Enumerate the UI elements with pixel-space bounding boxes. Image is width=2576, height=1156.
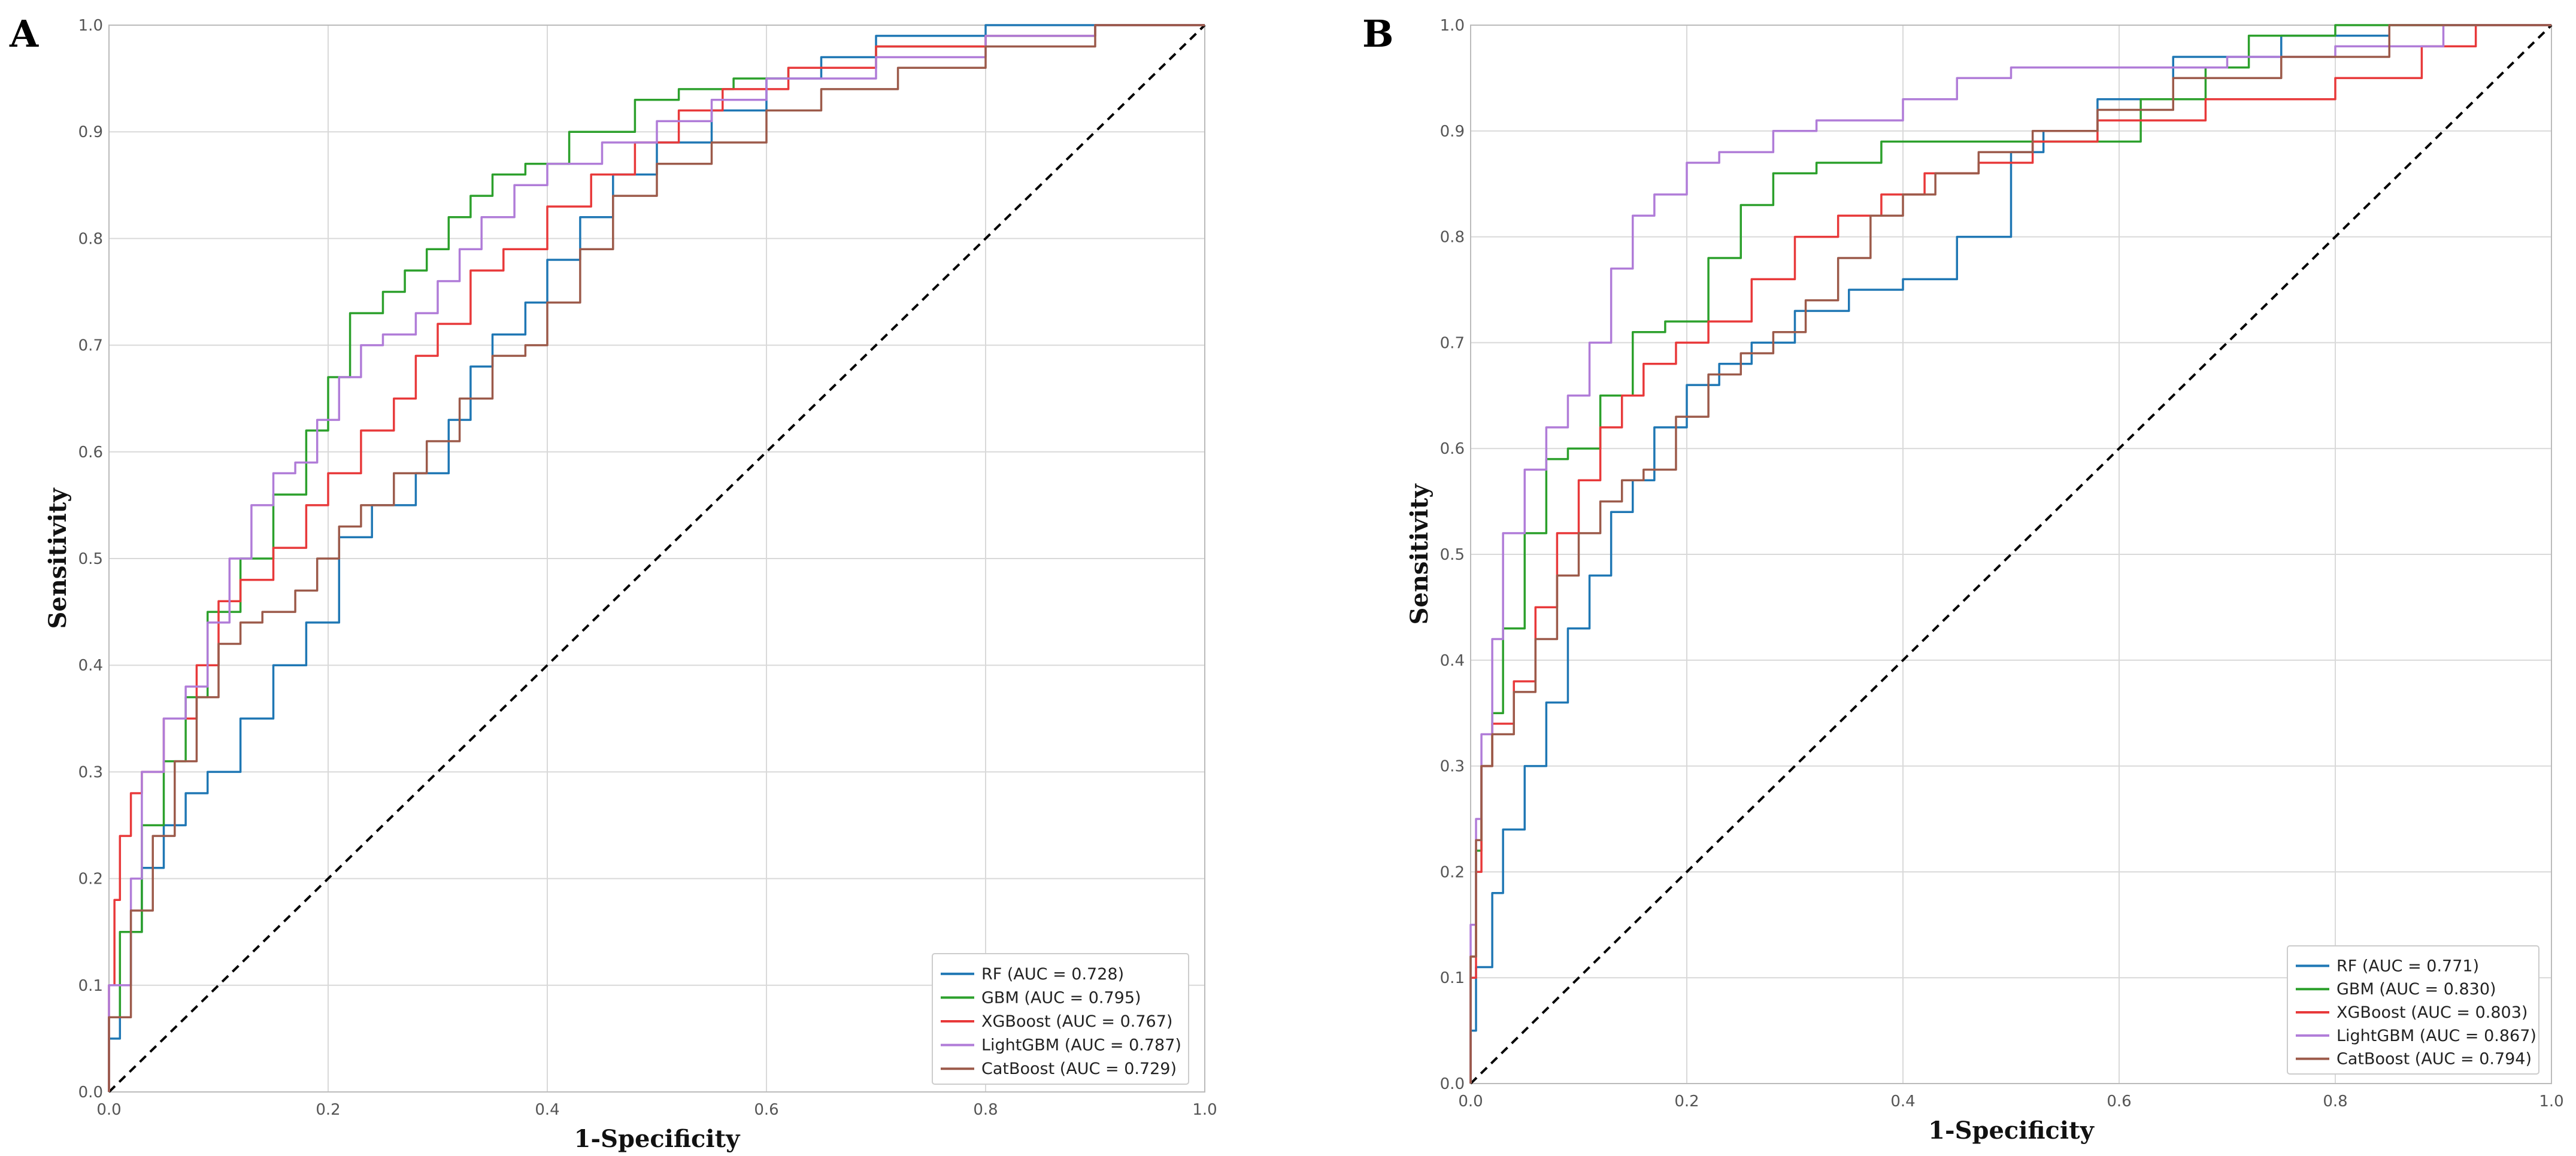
x-tick-label: 0.8: [2323, 1093, 2347, 1111]
legend-entry-label: GBM (AUC = 0.795): [981, 988, 1141, 1007]
legend: RF (AUC = 0.728) GBM (AUC = 0.795) XGBoost…: [932, 953, 1189, 1085]
plot-frame: [1470, 25, 2552, 1084]
roc-curve-lightgbm: [1469, 24, 2551, 1084]
x-tick-label: 0.2: [316, 1101, 340, 1119]
y-tick-label: 0.4: [78, 657, 103, 675]
y-axis-label: Sensitivity: [1405, 483, 1434, 625]
y-tick-label: 0.6: [78, 444, 103, 462]
y-tick-label: 0.0: [78, 1084, 103, 1102]
y-tick-label: 0.8: [1440, 229, 1465, 247]
panel-letter: A: [9, 12, 39, 56]
legend-entry-label: GBM (AUC = 0.830): [2336, 980, 2496, 999]
y-tick-label: 0.4: [1440, 652, 1465, 670]
x-tick-label: 1.0: [2539, 1093, 2563, 1111]
legend: RF (AUC = 0.771) GBM (AUC = 0.830) XGBoost…: [2287, 945, 2539, 1075]
y-tick-label: 0.5: [1440, 546, 1465, 564]
y-tick-label: 0.3: [1440, 758, 1465, 776]
y-tick-label: 1.0: [78, 17, 103, 35]
y-tick-label: 0.0: [1440, 1075, 1465, 1093]
x-tick-label: 0.0: [1458, 1093, 1483, 1111]
y-tick-label: 0.2: [1440, 863, 1465, 881]
x-axis-label: 1-Specificity: [1928, 1116, 2095, 1145]
y-tick-label: 0.7: [78, 337, 103, 355]
chance-diagonal-line: [108, 24, 1206, 1093]
y-tick-label: 0.1: [78, 977, 103, 995]
legend-box: [2287, 945, 2539, 1075]
roc-curve-rf: [108, 24, 1205, 1092]
roc-curve-catboost: [108, 24, 1205, 1092]
x-tick-label: 0.2: [1674, 1093, 1699, 1111]
chance-diagonal-line: [1469, 24, 2553, 1085]
legend-entry-label: XGBoost (AUC = 0.767): [981, 1012, 1172, 1031]
y-tick-label: 0.8: [78, 230, 103, 248]
legend-entry-label: LightGBM (AUC = 0.787): [981, 1036, 1181, 1055]
roc-curve-gbm: [1469, 24, 2551, 1084]
plot-frame: [108, 25, 1205, 1093]
y-axis-label: Sensitivity: [44, 487, 72, 629]
x-tick-label: 0.4: [1890, 1093, 1915, 1111]
legend-entry-label: XGBoost (AUC = 0.803): [2336, 1003, 2527, 1022]
x-tick-label: 0.6: [2107, 1093, 2131, 1111]
y-tick-label: 1.0: [1440, 17, 1465, 35]
y-tick-label: 0.3: [78, 763, 103, 781]
y-tick-label: 0.9: [1440, 123, 1465, 141]
roc-panel-b: 0.0 0.2 0.4 0.6 0.8 1.0 0.0 0.1 0.2 0.3 0.4 0.5 0.6 0…: [1362, 12, 2564, 1145]
legend-entry-label: LightGBM (AUC = 0.867): [2336, 1027, 2536, 1045]
legend-entry-label: CatBoost (AUC = 0.729): [981, 1060, 1177, 1078]
y-tick-label: 0.7: [1440, 334, 1465, 352]
x-tick-label: 0.4: [535, 1101, 559, 1119]
x-tick-label: 0.0: [96, 1101, 121, 1119]
legend-entry-label: CatBoost (AUC = 0.794): [2336, 1050, 2532, 1069]
x-tick-label: 1.0: [1192, 1101, 1217, 1119]
x-axis-label: 1-Specificity: [574, 1125, 741, 1153]
x-tick-label: 0.8: [973, 1101, 998, 1119]
legend-entry-label: RF (AUC = 0.771): [2336, 957, 2479, 975]
panel-letter: B: [1362, 12, 1393, 56]
x-tick-label: 0.6: [754, 1101, 778, 1119]
y-tick-label: 0.9: [78, 123, 103, 141]
y-tick-label: 0.1: [1440, 969, 1465, 987]
legend-box: [932, 953, 1189, 1085]
y-tick-label: 0.5: [78, 550, 103, 568]
y-tick-label: 0.6: [1440, 440, 1465, 458]
roc-curve-catboost: [1469, 24, 2551, 1084]
y-tick-label: 0.2: [78, 870, 103, 888]
legend-entry-label: RF (AUC = 0.728): [981, 965, 1124, 984]
roc-curve-lightgbm: [108, 24, 1205, 1092]
roc-panel-a: 0.0 0.2 0.4 0.6 0.8 1.0 0.0 0.1 0.2 0.3 0.4 0.5 0.6 0…: [9, 12, 1217, 1153]
